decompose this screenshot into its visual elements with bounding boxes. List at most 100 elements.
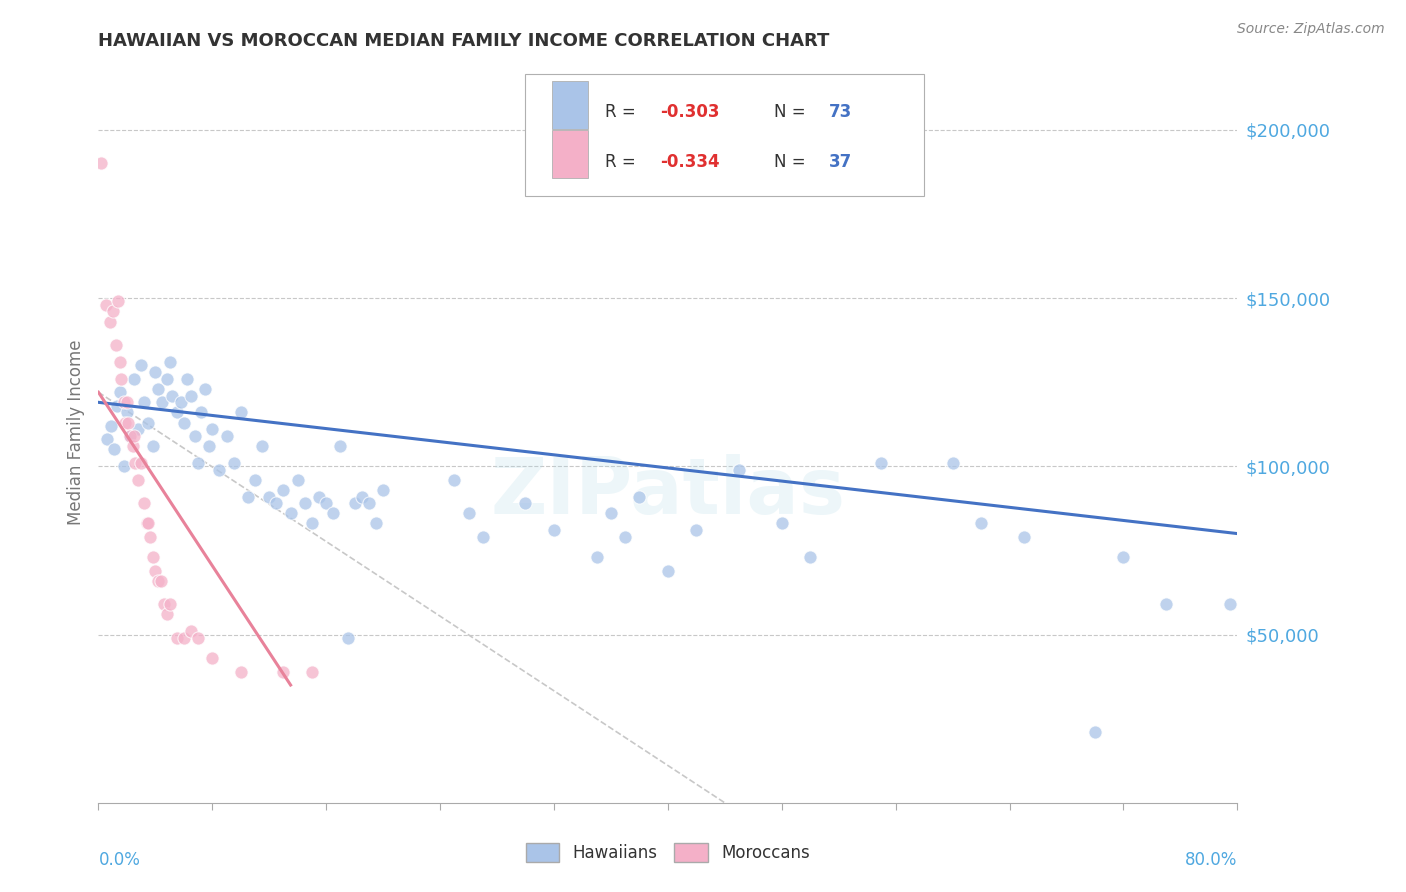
Point: [105, 399, 128, 413]
Point: [121, 439, 143, 453]
Point: [350, 490, 373, 504]
Point: [184, 429, 207, 443]
Point: [166, 405, 188, 419]
Point: [103, 442, 125, 457]
Point: [287, 473, 309, 487]
Point: [98, 314, 121, 328]
Point: [141, 550, 163, 565]
Point: [115, 405, 138, 419]
Point: [301, 516, 323, 531]
Point: [614, 530, 637, 544]
Point: [110, 372, 132, 386]
Y-axis label: Median Family Income: Median Family Income: [66, 340, 84, 525]
Point: [96, 433, 118, 447]
Point: [201, 651, 224, 665]
Text: R =: R =: [605, 153, 641, 170]
Point: [100, 418, 122, 433]
Point: [112, 395, 135, 409]
Point: [145, 564, 167, 578]
Point: [118, 429, 141, 443]
Point: [101, 304, 124, 318]
Point: [135, 516, 157, 531]
Point: [343, 496, 366, 510]
Point: [515, 496, 537, 510]
Point: [315, 496, 337, 510]
Point: [170, 395, 193, 409]
Point: [222, 456, 245, 470]
Point: [180, 624, 202, 639]
Point: [124, 456, 146, 470]
Point: [280, 507, 302, 521]
Point: [373, 483, 395, 497]
Point: [1084, 725, 1107, 739]
Point: [129, 456, 152, 470]
Text: 73: 73: [828, 103, 852, 121]
Point: [94, 298, 117, 312]
Point: [870, 456, 893, 470]
Point: [152, 395, 174, 409]
Point: [107, 294, 129, 309]
Point: [187, 631, 209, 645]
Point: [229, 405, 252, 419]
Point: [145, 365, 167, 379]
Point: [118, 429, 141, 443]
Point: [122, 429, 145, 443]
Point: [115, 395, 138, 409]
Point: [236, 490, 259, 504]
Point: [329, 439, 352, 453]
Point: [153, 597, 176, 611]
Point: [728, 462, 751, 476]
Text: N =: N =: [773, 153, 811, 170]
Point: [156, 372, 179, 386]
Point: [148, 574, 170, 588]
Point: [159, 597, 181, 611]
Point: [198, 439, 221, 453]
Point: [628, 490, 651, 504]
Point: [129, 359, 152, 373]
Point: [112, 459, 135, 474]
Text: 0.0%: 0.0%: [98, 851, 141, 869]
Point: [657, 564, 679, 578]
Point: [1219, 597, 1241, 611]
Point: [266, 496, 288, 510]
Point: [117, 416, 139, 430]
Point: [159, 355, 181, 369]
Point: [273, 483, 295, 497]
Point: [357, 496, 380, 510]
Point: [141, 439, 163, 453]
Text: -0.334: -0.334: [659, 153, 720, 170]
Point: [600, 507, 623, 521]
Point: [229, 665, 252, 679]
FancyBboxPatch shape: [551, 130, 588, 178]
Point: [108, 355, 131, 369]
FancyBboxPatch shape: [551, 81, 588, 128]
Point: [138, 530, 160, 544]
Text: Source: ZipAtlas.com: Source: ZipAtlas.com: [1237, 22, 1385, 37]
Point: [122, 372, 145, 386]
Point: [457, 507, 479, 521]
Point: [136, 516, 159, 531]
Point: [364, 516, 387, 531]
Point: [127, 422, 149, 436]
Point: [180, 388, 202, 402]
Point: [104, 338, 127, 352]
Point: [685, 523, 707, 537]
Text: HAWAIIAN VS MOROCCAN MEDIAN FAMILY INCOME CORRELATION CHART: HAWAIIAN VS MOROCCAN MEDIAN FAMILY INCOM…: [98, 32, 830, 50]
Point: [301, 665, 323, 679]
Point: [132, 395, 155, 409]
Point: [166, 631, 188, 645]
Point: [108, 385, 131, 400]
Point: [201, 422, 224, 436]
Point: [543, 523, 565, 537]
Text: N =: N =: [773, 103, 811, 121]
Point: [942, 456, 965, 470]
Point: [156, 607, 179, 622]
Point: [294, 496, 316, 510]
Text: ZIPatlas: ZIPatlas: [491, 454, 845, 530]
Point: [1112, 550, 1135, 565]
Text: 37: 37: [828, 153, 852, 170]
Point: [173, 631, 195, 645]
Point: [336, 631, 359, 645]
Point: [443, 473, 465, 487]
Point: [471, 530, 494, 544]
